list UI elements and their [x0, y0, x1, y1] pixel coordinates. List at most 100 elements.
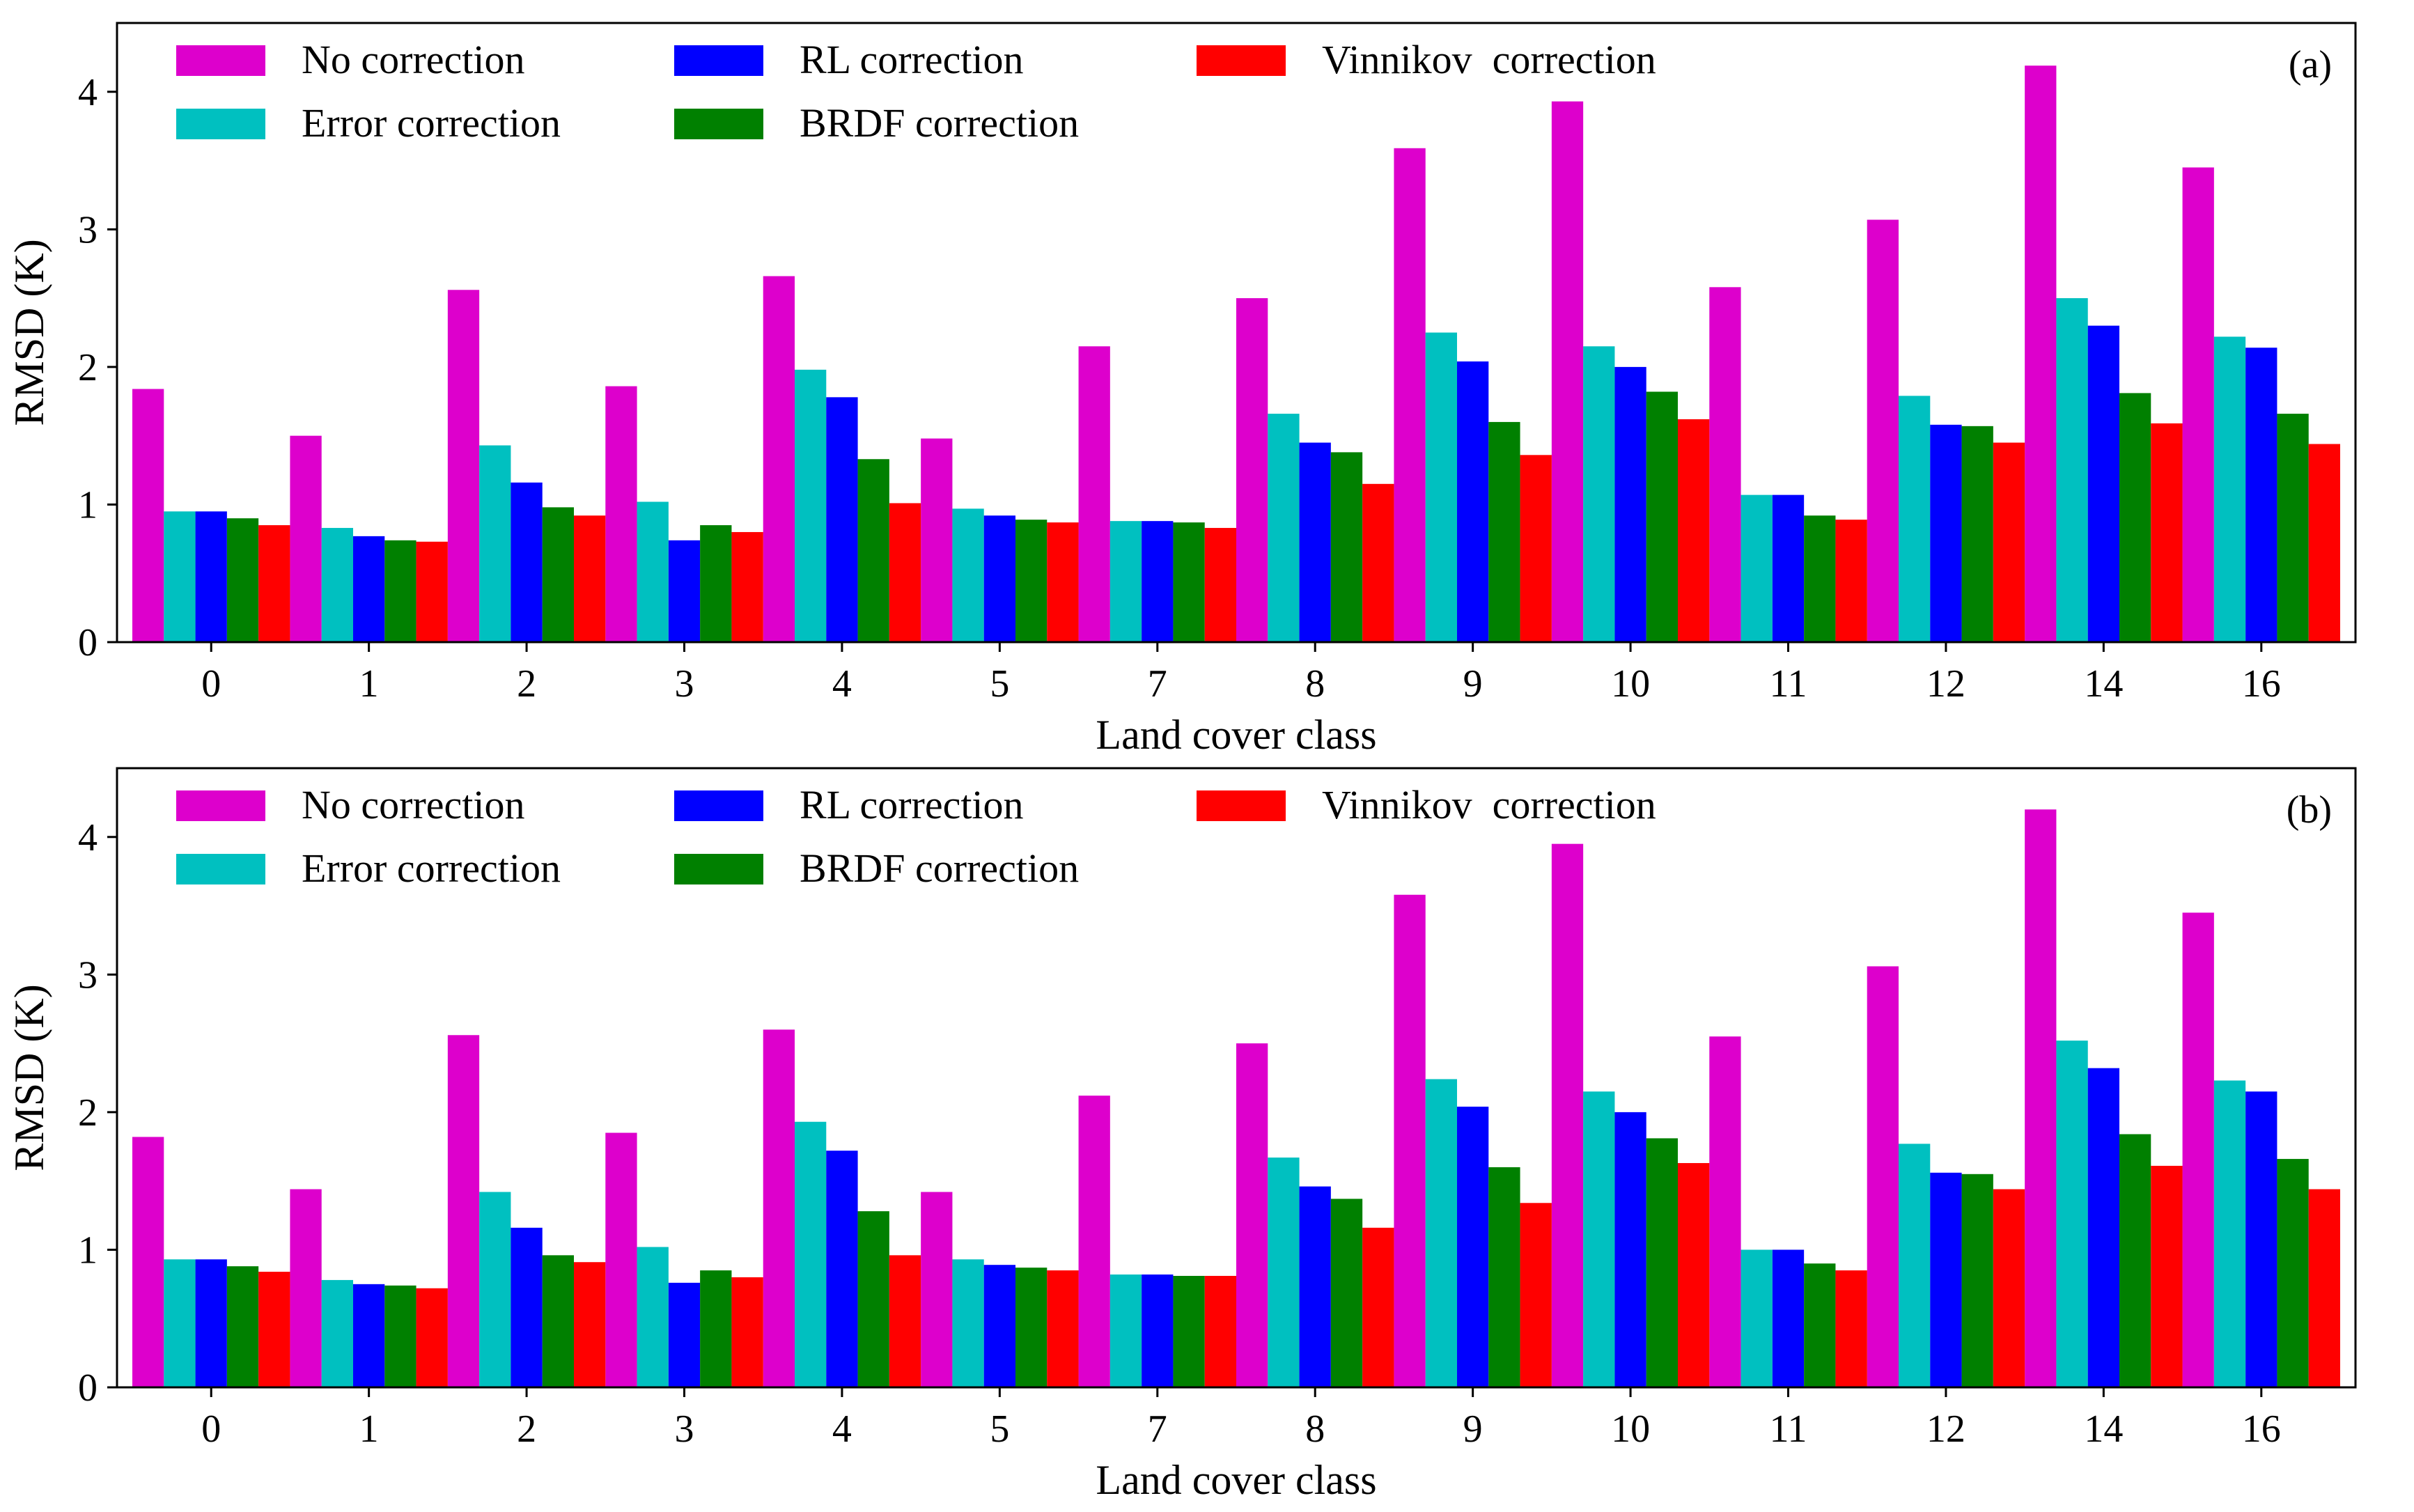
bar-rl-correction-class-9: [1457, 361, 1489, 642]
legend-label: Error correction: [302, 100, 561, 146]
y-axis-title: RMSD (K): [6, 984, 52, 1171]
bar-error-correction-class-8: [1268, 1158, 1300, 1387]
bar-no-correction-class-4: [763, 276, 795, 642]
legend-item-brdf-correction: BRDF correction: [674, 845, 1079, 891]
bar-vinnikov-correction-class-14: [2151, 1165, 2183, 1387]
bar-rl-correction-class-16: [2245, 348, 2277, 642]
bar-no-correction-class-0: [132, 1137, 164, 1387]
x-tick-label: 9: [1463, 662, 1483, 706]
bar-brdf-correction-class-2: [542, 1255, 574, 1387]
bar-brdf-correction-class-10: [1646, 1138, 1678, 1387]
bar-rl-correction-class-14: [2087, 325, 2119, 642]
bar-brdf-correction-class-2: [542, 507, 574, 642]
bar-no-correction-class-5: [921, 1192, 953, 1387]
bar-vinnikov-correction-class-12: [1993, 1189, 2025, 1387]
legend-item-rl-correction: RL correction: [674, 782, 1024, 827]
x-tick-label: 5: [990, 1408, 1009, 1451]
bar-rl-correction-class-5: [983, 1265, 1015, 1387]
bar-error-correction-class-4: [795, 369, 827, 642]
bar-vinnikov-correction-class-3: [731, 1277, 763, 1387]
bar-error-correction-class-7: [1109, 1275, 1142, 1387]
bar-no-correction-class-11: [1709, 287, 1741, 642]
bar-vinnikov-correction-class-8: [1362, 483, 1394, 642]
bar-vinnikov-correction-class-9: [1520, 455, 1552, 642]
bar-rl-correction-class-5: [983, 515, 1015, 642]
bar-rl-correction-class-11: [1772, 1249, 1805, 1387]
bar-rl-correction-class-12: [1930, 424, 1962, 642]
bar-brdf-correction-class-0: [226, 1266, 259, 1387]
y-axis-title: RMSD (K): [6, 239, 52, 426]
bar-brdf-correction-class-16: [2277, 414, 2309, 642]
legend-item-vinnikov-correction: Vinnikov correction: [1197, 782, 1656, 827]
series-no-correction: [132, 809, 2214, 1387]
legend-item-error-correction: Error correction: [176, 100, 561, 146]
x-tick-label: 1: [359, 662, 379, 706]
x-tick-label: 11: [1770, 1408, 1807, 1451]
bar-brdf-correction-class-8: [1330, 452, 1363, 642]
x-tick-label: 4: [832, 1408, 852, 1451]
bar-vinnikov-correction-class-5: [1047, 1270, 1079, 1387]
x-tick-label: 9: [1463, 1408, 1483, 1451]
legend-label: Vinnikov correction: [1322, 782, 1656, 827]
bar-error-correction-class-2: [479, 1192, 511, 1387]
bar-rl-correction-class-0: [195, 1259, 227, 1387]
bar-error-correction-class-7: [1109, 521, 1142, 642]
series-brdf-correction: [226, 1134, 2309, 1387]
x-tick-label: 0: [201, 662, 221, 706]
legend-swatch: [1197, 45, 1286, 76]
bar-rl-correction-class-10: [1614, 366, 1646, 642]
bar-vinnikov-correction-class-5: [1047, 522, 1079, 642]
series-no-correction: [132, 65, 2214, 643]
series-brdf-correction: [226, 391, 2309, 642]
bar-error-correction-class-9: [1425, 332, 1457, 642]
bar-brdf-correction-class-11: [1804, 1263, 1836, 1387]
bar-brdf-correction-class-3: [700, 525, 732, 642]
y-tick-label: 0: [78, 1366, 98, 1410]
legend-item-error-correction: Error correction: [176, 845, 561, 891]
bar-no-correction-class-14: [2025, 809, 2057, 1387]
bar-no-correction-class-2: [447, 1035, 480, 1387]
bar-vinnikov-correction-class-10: [1678, 1162, 1710, 1387]
bar-no-correction-class-12: [1867, 219, 1899, 642]
legend-label: No correction: [302, 37, 524, 82]
series-error-correction: [164, 298, 2246, 642]
legend-item-no-correction: No correction: [176, 37, 524, 82]
bar-no-correction-class-4: [763, 1029, 795, 1387]
bar-vinnikov-correction-class-0: [258, 1272, 290, 1387]
bar-no-correction-class-2: [447, 290, 480, 642]
legend-swatch: [176, 854, 265, 884]
bar-error-correction-class-5: [952, 508, 984, 642]
bar-no-correction-class-11: [1709, 1036, 1741, 1387]
bar-brdf-correction-class-1: [384, 540, 416, 642]
x-tick-label: 12: [1926, 662, 1965, 706]
bar-vinnikov-correction-class-16: [2308, 444, 2340, 642]
bar-error-correction-class-4: [795, 1121, 827, 1387]
bar-brdf-correction-class-0: [226, 518, 259, 642]
bar-error-correction-class-3: [637, 1247, 669, 1387]
y-tick-label: 4: [78, 816, 98, 859]
x-tick-label: 7: [1148, 662, 1167, 706]
bar-vinnikov-correction-class-0: [258, 525, 290, 642]
bar-error-correction-class-1: [321, 1279, 353, 1387]
y-tick-label: 3: [78, 953, 98, 997]
bar-vinnikov-correction-class-7: [1204, 1275, 1236, 1387]
x-tick-label: 2: [517, 1408, 536, 1451]
bar-vinnikov-correction-class-2: [574, 1262, 606, 1387]
x-tick-label: 0: [201, 1408, 221, 1451]
bar-no-correction-class-12: [1867, 966, 1899, 1387]
y-tick-label: 0: [78, 621, 98, 664]
x-tick-label: 3: [675, 662, 694, 706]
x-tick-label: 14: [2084, 1408, 2123, 1451]
bar-rl-correction-class-9: [1457, 1106, 1489, 1387]
bar-error-correction-class-11: [1741, 1249, 1773, 1387]
bar-brdf-correction-class-4: [857, 459, 889, 642]
x-tick-label: 5: [990, 662, 1009, 706]
series-vinnikov-correction: [258, 419, 2340, 642]
y-tick-label: 1: [78, 483, 98, 527]
bar-rl-correction-class-3: [668, 540, 701, 642]
bar-error-correction-class-10: [1583, 346, 1615, 642]
bar-no-correction-class-10: [1551, 101, 1584, 643]
bar-brdf-correction-class-7: [1173, 522, 1205, 642]
x-tick-label: 7: [1148, 1408, 1167, 1451]
